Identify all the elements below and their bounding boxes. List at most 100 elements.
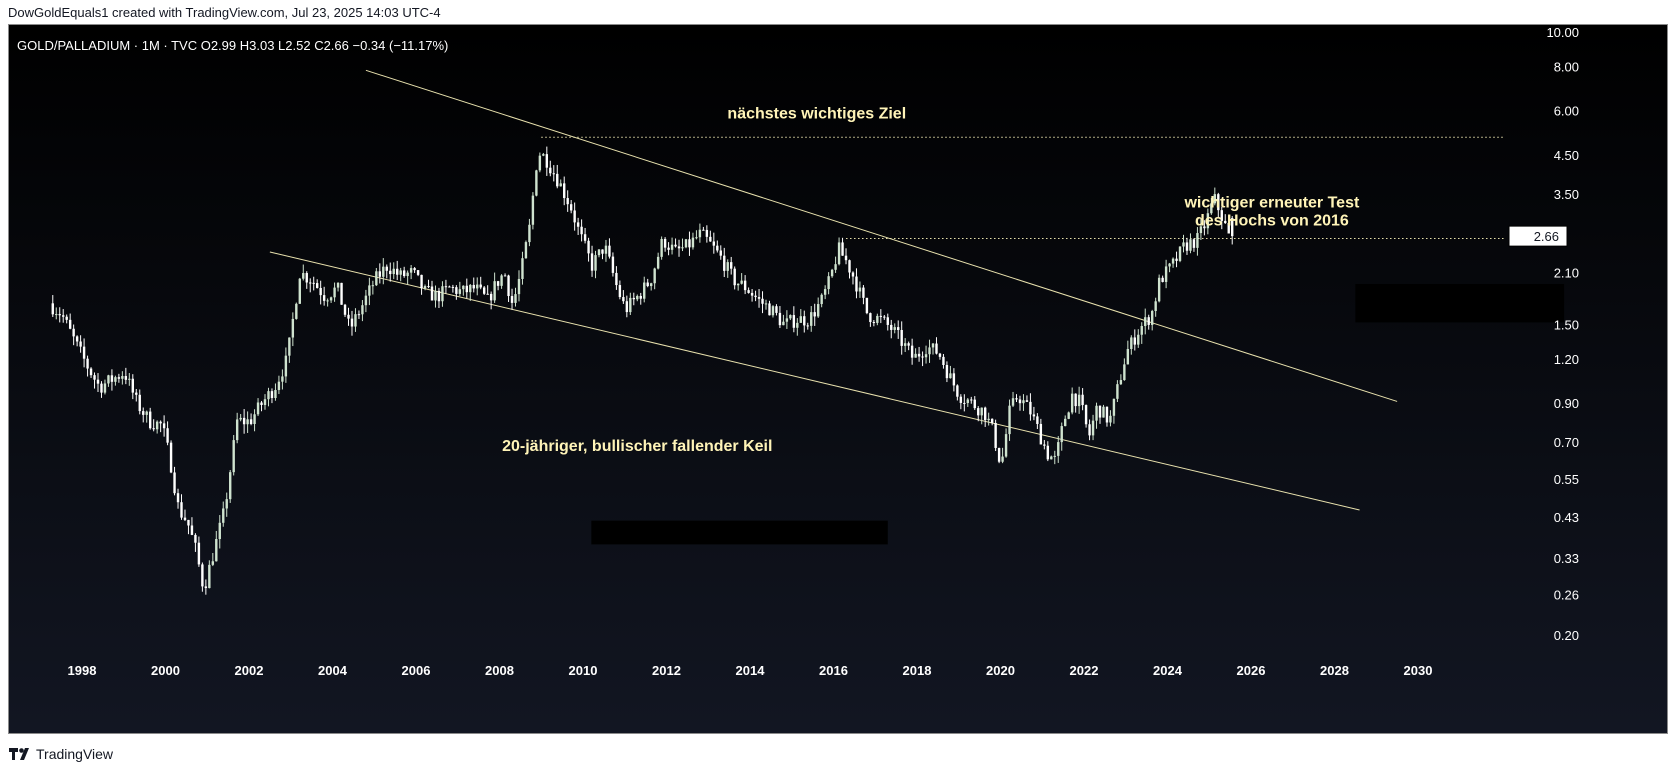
candle — [556, 164, 559, 189]
candle-body — [364, 295, 368, 306]
candle — [354, 308, 357, 332]
last-price-box — [1508, 225, 1568, 247]
candle — [963, 394, 966, 412]
x-tick-label: 2010 — [569, 663, 598, 678]
candle-body — [872, 322, 876, 324]
candle — [816, 297, 820, 318]
candle-body — [476, 284, 479, 289]
candle — [855, 268, 858, 299]
candle — [942, 353, 945, 369]
candle — [563, 176, 566, 206]
candle-body — [267, 391, 270, 400]
candle-body — [643, 282, 646, 299]
candle-body — [1147, 317, 1150, 325]
candle — [709, 230, 712, 242]
candle — [643, 276, 646, 303]
candle — [430, 280, 434, 301]
candle — [604, 239, 608, 262]
candle — [416, 270, 420, 277]
x-tick-label: 2002 — [235, 663, 264, 678]
candle-body — [148, 411, 152, 429]
candle — [876, 313, 879, 326]
x-tick-label: 2016 — [819, 663, 848, 678]
candle — [552, 165, 555, 182]
candle-body — [340, 282, 343, 305]
candle — [1095, 402, 1098, 429]
candle-body — [343, 304, 347, 315]
candle-body — [96, 379, 100, 384]
candle-body — [1192, 239, 1196, 248]
candle — [747, 287, 750, 294]
candle — [973, 396, 976, 410]
x-tick-label: 2012 — [652, 663, 681, 678]
candle — [907, 341, 910, 351]
candle — [719, 245, 722, 260]
candle-body — [928, 347, 931, 355]
candle — [618, 280, 622, 300]
candle-body — [754, 295, 757, 298]
candle-body — [396, 268, 399, 275]
candle-body — [1081, 394, 1084, 406]
candle — [545, 146, 549, 176]
candle — [924, 345, 928, 364]
candle — [559, 179, 562, 187]
candle-body — [935, 343, 938, 354]
candle-body — [601, 249, 604, 254]
candle — [469, 283, 472, 301]
candle-body — [945, 365, 949, 379]
candle — [329, 296, 333, 303]
candle — [1203, 220, 1206, 236]
candle-body — [653, 268, 656, 284]
candle — [823, 285, 827, 300]
candle-body — [114, 377, 117, 382]
candle-body — [903, 343, 907, 346]
candle-body — [51, 303, 54, 315]
candle-body — [277, 381, 281, 391]
candle — [928, 339, 931, 363]
candle-body — [117, 377, 121, 379]
price-chart[interactable]: nächstes wichtiges Ziel wichtiger erneute… — [9, 25, 1667, 733]
candle — [208, 560, 211, 589]
candle-body — [608, 245, 611, 257]
candle-body — [1008, 405, 1011, 435]
candle — [890, 319, 893, 339]
candle-body — [980, 407, 983, 416]
candle — [702, 226, 705, 231]
candle-body — [253, 414, 256, 425]
candle — [479, 276, 482, 290]
candle — [402, 266, 406, 278]
candle — [1011, 391, 1015, 408]
candle-body — [155, 421, 159, 430]
candle — [736, 283, 740, 291]
candle-body — [142, 411, 145, 415]
candle-body — [834, 264, 837, 270]
candle — [462, 285, 465, 296]
candle-body — [246, 419, 249, 425]
candle — [517, 270, 521, 302]
candle-body — [361, 305, 364, 315]
candle — [757, 288, 761, 308]
candle-body — [775, 306, 778, 313]
candle-body — [656, 256, 660, 269]
candle-body — [79, 341, 82, 347]
candle-body — [865, 297, 869, 314]
candle — [347, 307, 350, 326]
candle — [629, 292, 632, 316]
candle-body — [1189, 239, 1192, 251]
candle — [500, 274, 503, 289]
candle — [79, 335, 82, 353]
candle-body — [486, 293, 489, 295]
candle — [1116, 380, 1119, 403]
candle-body — [1105, 406, 1109, 423]
candle-body — [810, 312, 813, 326]
candle — [980, 407, 983, 425]
candle-body — [329, 297, 333, 301]
candle — [1039, 418, 1043, 445]
candle-body — [1095, 405, 1098, 421]
candle-body — [886, 317, 889, 325]
candle — [225, 492, 228, 517]
candle-body — [239, 417, 242, 420]
candle — [1015, 394, 1018, 403]
candle — [486, 285, 489, 295]
candle — [142, 407, 145, 423]
